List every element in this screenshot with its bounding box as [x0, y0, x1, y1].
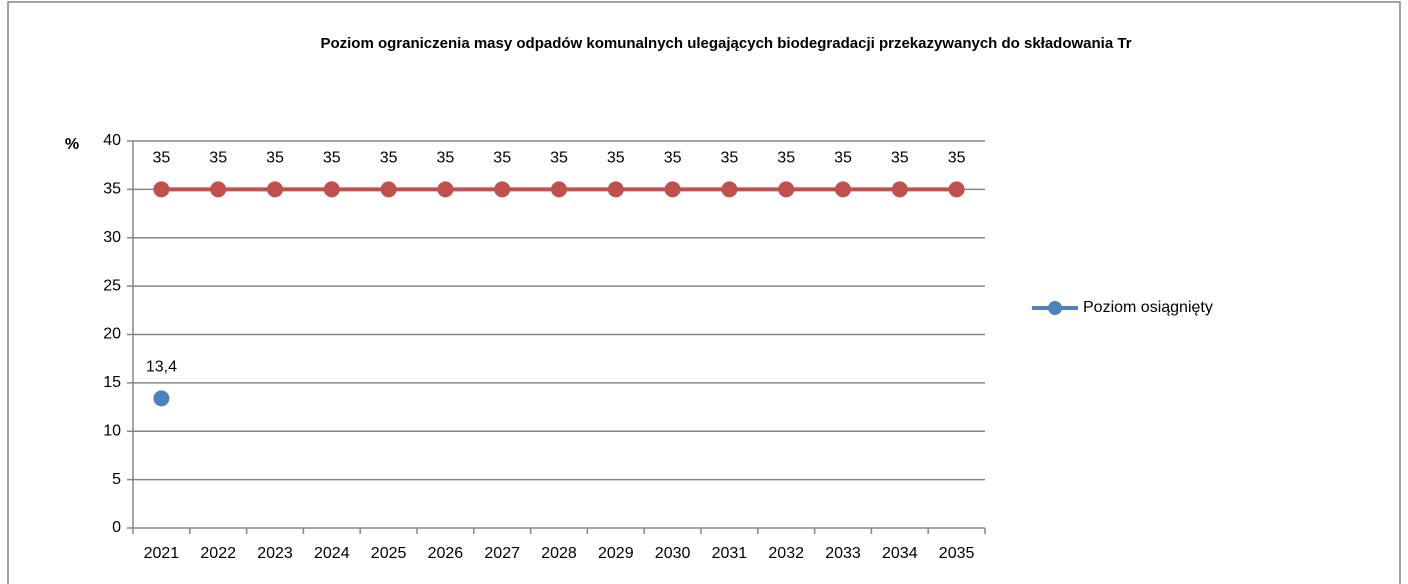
data-label: 35: [437, 150, 455, 167]
y-tick-label: 0: [112, 519, 121, 536]
y-tick-label: 35: [103, 181, 121, 198]
data-label: 35: [380, 150, 398, 167]
y-tick-label: 10: [103, 422, 121, 439]
x-tick-label: 2031: [712, 545, 748, 562]
x-tick-label: 2029: [598, 545, 634, 562]
series-marker: [891, 181, 908, 198]
series-marker: [153, 181, 170, 198]
x-tick-label: 2023: [257, 545, 293, 562]
data-label: 35: [266, 150, 284, 167]
x-tick-label: 2030: [655, 545, 691, 562]
legend-label: Poziom osiągnięty: [1083, 299, 1213, 316]
data-label: 35: [323, 150, 341, 167]
y-tick-label: 30: [103, 229, 121, 246]
series-marker: [948, 181, 965, 198]
x-tick-label: 2022: [200, 545, 236, 562]
x-tick-label: 2033: [825, 545, 861, 562]
series-marker: [778, 181, 795, 198]
x-tick-label: 2024: [314, 545, 350, 562]
y-axis-label: %: [65, 136, 79, 153]
x-tick-label: 2025: [371, 545, 407, 562]
y-tick-label: 15: [103, 374, 121, 391]
legend-marker: [1048, 301, 1062, 315]
series-marker: [437, 181, 454, 198]
y-tick-label: 20: [103, 326, 121, 343]
data-label: 13,4: [146, 359, 177, 376]
chart-border: [7, 1, 1401, 584]
data-label: 35: [834, 150, 852, 167]
data-label: 35: [891, 150, 909, 167]
series-marker: [721, 181, 738, 198]
y-tick-label: 40: [103, 132, 121, 149]
series-marker: [494, 181, 511, 198]
series-marker: [664, 181, 681, 198]
series-marker: [835, 181, 851, 198]
data-label: 35: [493, 150, 511, 167]
x-tick-label: 2035: [939, 545, 975, 562]
series-marker: [267, 181, 283, 198]
data-label: 35: [607, 150, 625, 167]
series-marker: [551, 181, 567, 198]
data-label: 35: [209, 150, 227, 167]
series-marker: [153, 390, 170, 407]
data-label: 35: [153, 150, 171, 167]
y-tick-label: 25: [103, 277, 121, 294]
data-label: 35: [550, 150, 568, 167]
chart-title: Poziom ograniczenia masy odpadów komunal…: [320, 35, 1131, 52]
data-label: 35: [777, 150, 795, 167]
y-tick-label: 5: [112, 471, 121, 488]
x-tick-label: 2026: [428, 545, 464, 562]
series-marker: [323, 181, 340, 198]
data-label: 35: [664, 150, 682, 167]
series-marker: [607, 181, 624, 198]
series-marker: [380, 181, 397, 198]
data-label: 35: [948, 150, 966, 167]
x-tick-label: 2027: [484, 545, 520, 562]
x-tick-label: 2032: [768, 545, 804, 562]
x-tick-label: 2034: [882, 545, 918, 562]
x-tick-label: 2021: [144, 545, 180, 562]
data-label: 35: [721, 150, 739, 167]
x-tick-label: 2028: [541, 545, 577, 562]
series-marker: [210, 181, 227, 198]
